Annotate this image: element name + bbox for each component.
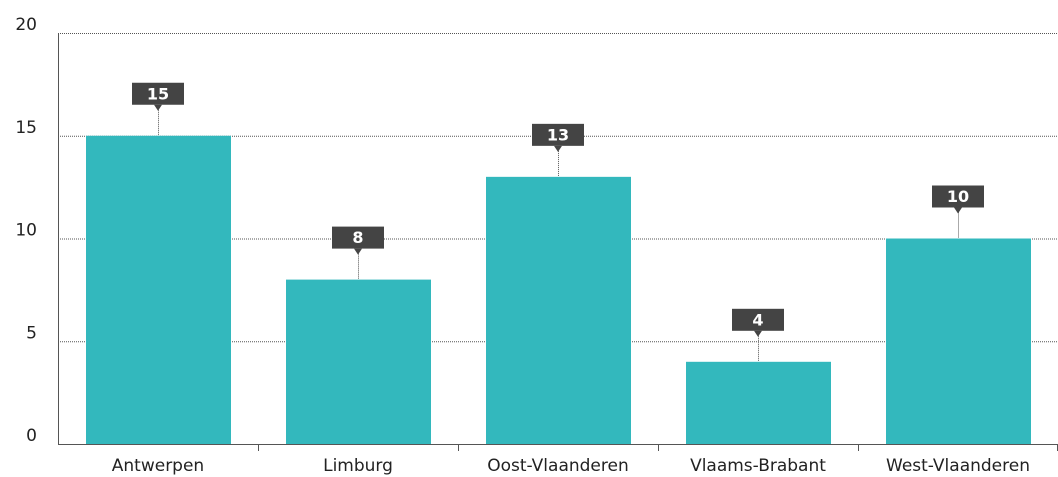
bar bbox=[886, 238, 1031, 444]
label-box bbox=[732, 308, 784, 331]
data-label: 13 bbox=[547, 125, 569, 144]
x-tick-label: Vlaams-Brabant bbox=[690, 456, 826, 476]
bar bbox=[286, 279, 431, 444]
x-tick-label: Oost-Vlaanderen bbox=[487, 456, 629, 476]
label-pointer bbox=[154, 104, 162, 111]
bar bbox=[86, 135, 231, 444]
bar bbox=[486, 176, 631, 444]
y-tick-label: 20 bbox=[15, 15, 37, 35]
data-label: 4 bbox=[752, 310, 763, 329]
y-tick-label: 5 bbox=[26, 323, 37, 343]
label-pointer bbox=[554, 145, 562, 152]
y-tick-label: 15 bbox=[15, 118, 37, 138]
label-box bbox=[332, 226, 384, 249]
x-tick-label: Antwerpen bbox=[112, 456, 204, 476]
label-pointer bbox=[754, 330, 762, 337]
label-pointer bbox=[954, 207, 962, 214]
data-label: 8 bbox=[352, 228, 363, 247]
label-pointer bbox=[354, 248, 362, 255]
y-tick-label: 0 bbox=[26, 426, 37, 446]
y-tick-label: 10 bbox=[15, 221, 37, 241]
label-box bbox=[132, 82, 184, 105]
bar bbox=[686, 361, 831, 444]
label-box bbox=[532, 123, 584, 146]
x-tick-label: West-Vlaanderen bbox=[886, 456, 1030, 476]
data-label: 15 bbox=[147, 84, 169, 103]
label-box bbox=[932, 185, 984, 208]
data-label: 10 bbox=[947, 187, 969, 206]
x-tick-label: Limburg bbox=[323, 456, 393, 476]
